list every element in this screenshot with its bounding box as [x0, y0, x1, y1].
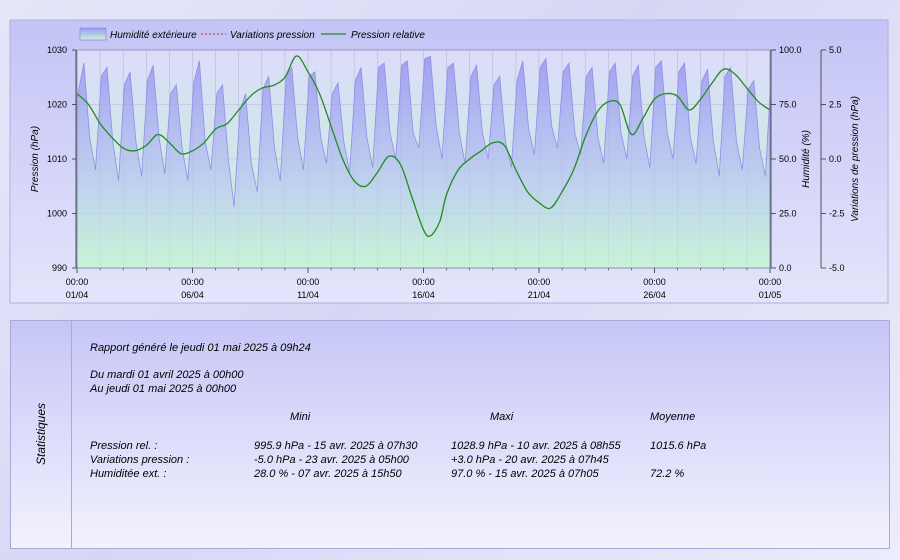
x-tick-label-time: 00:00 [66, 277, 89, 287]
y-tick-label-variation: 5.0 [829, 45, 842, 55]
y-tick-label-humidity: 25.0 [779, 209, 797, 219]
period-from: Du mardi 01 avril 2025 à 00h00 [90, 369, 244, 381]
y-axis-label-pressure: Pression (hPa) [30, 126, 41, 192]
row-humidity-max: 97.0 % - 15 avr. 2025 à 07h05 [451, 468, 599, 480]
legend: Humidité extérieure Variations pression … [79, 27, 425, 41]
x-tick-label-date: 06/04 [181, 290, 204, 300]
column-header-avg: Moyenne [650, 411, 696, 423]
humidity-series [76, 55, 771, 269]
report-generated: Rapport généré le jeudi 01 mai 2025 à 09… [90, 342, 311, 354]
x-tick-label-date: 11/04 [297, 290, 319, 300]
pressure-line [76, 55, 771, 238]
x-tick-label-date: 21/04 [528, 290, 551, 300]
x-tick-label-date: 01/04 [66, 290, 89, 300]
x-tick-label-time: 00:00 [412, 277, 435, 287]
y-tick-label-pressure: 1000 [47, 209, 67, 219]
legend-label-humidity: Humidité extérieure [110, 30, 197, 41]
row-humidity-min: 28.0 % - 07 avr. 2025 à 15h50 [254, 468, 402, 480]
x-tick-label-time: 00:00 [181, 277, 204, 287]
column-header-max: Maxi [490, 411, 514, 423]
column-header-min: Mini [290, 411, 311, 423]
y-tick-label-humidity: 50.0 [779, 154, 797, 164]
y-tick-label-variation: 2.5 [829, 100, 842, 110]
x-tick-label-time: 00:00 [297, 277, 320, 287]
legend-swatch-humidity [79, 27, 107, 41]
row-label-humidity: Humiditée ext. : [90, 468, 167, 480]
row-pressure-avg: 1015.6 hPa [650, 440, 707, 452]
period-to: Au jeudi 01 mai 2025 à 00h00 [90, 383, 237, 395]
statistics-panel: Statistiques Rapport généré le jeudi 01 … [10, 320, 890, 549]
y-tick-label-humidity: 100.0 [779, 45, 802, 55]
row-variation-min: -5.0 hPa - 23 avr. 2025 à 05h00 [254, 454, 409, 466]
y-axis-label-variation: Variations de pression (hPa) [850, 96, 861, 222]
row-pressure-max: 1028.9 hPa - 10 avr. 2025 à 08h55 [451, 440, 621, 452]
row-pressure-min: 995.9 hPa - 15 avr. 2025 à 07h30 [254, 440, 418, 452]
pressure-series [76, 55, 771, 238]
weather-chart: 00:00 01/04 00:00 06/04 00:00 11/04 00:00 16/04… [9, 19, 889, 304]
y-tick-label-humidity: 0.0 [779, 263, 792, 273]
statistics-label: Statistiques [34, 402, 48, 466]
y-axis-label-humidity: Humidité (%) [801, 130, 812, 188]
y-tick-label-variation: -5.0 [829, 263, 845, 273]
x-tick-label-time: 00:00 [643, 277, 666, 287]
x-tick-label-date: 01/05 [759, 290, 782, 300]
y-tick-label-pressure: 1010 [47, 154, 67, 164]
x-tick-label-time: 00:00 [759, 277, 782, 287]
row-humidity-avg: 72.2 % [650, 468, 685, 480]
y-tick-label-pressure: 990 [52, 263, 67, 273]
y-tick-label-pressure: 1030 [47, 45, 67, 55]
y-tick-label-variation: 0.0 [829, 154, 842, 164]
x-tick-label-date: 26/04 [643, 290, 666, 300]
statistics-sidebar: Statistiques [11, 321, 72, 548]
legend-label-pressure: Pression relative [351, 30, 425, 41]
x-tick-label-time: 00:00 [528, 277, 551, 287]
row-label-variation: Variations pression : [90, 454, 190, 466]
x-tick-label-date: 16/04 [412, 290, 435, 300]
humidity-area [76, 55, 771, 269]
row-label-pressure: Pression rel. : [90, 440, 158, 452]
legend-label-variation: Variations pression [230, 30, 315, 41]
y-tick-label-pressure: 1020 [47, 100, 67, 110]
axes: 00:00 01/04 00:00 06/04 00:00 11/04 00:00 16/04… [47, 45, 845, 300]
y-tick-label-variation: -2.5 [829, 209, 845, 219]
row-variation-max: +3.0 hPa - 20 avr. 2025 à 07h45 [451, 454, 609, 466]
y-tick-label-humidity: 75.0 [779, 100, 797, 110]
